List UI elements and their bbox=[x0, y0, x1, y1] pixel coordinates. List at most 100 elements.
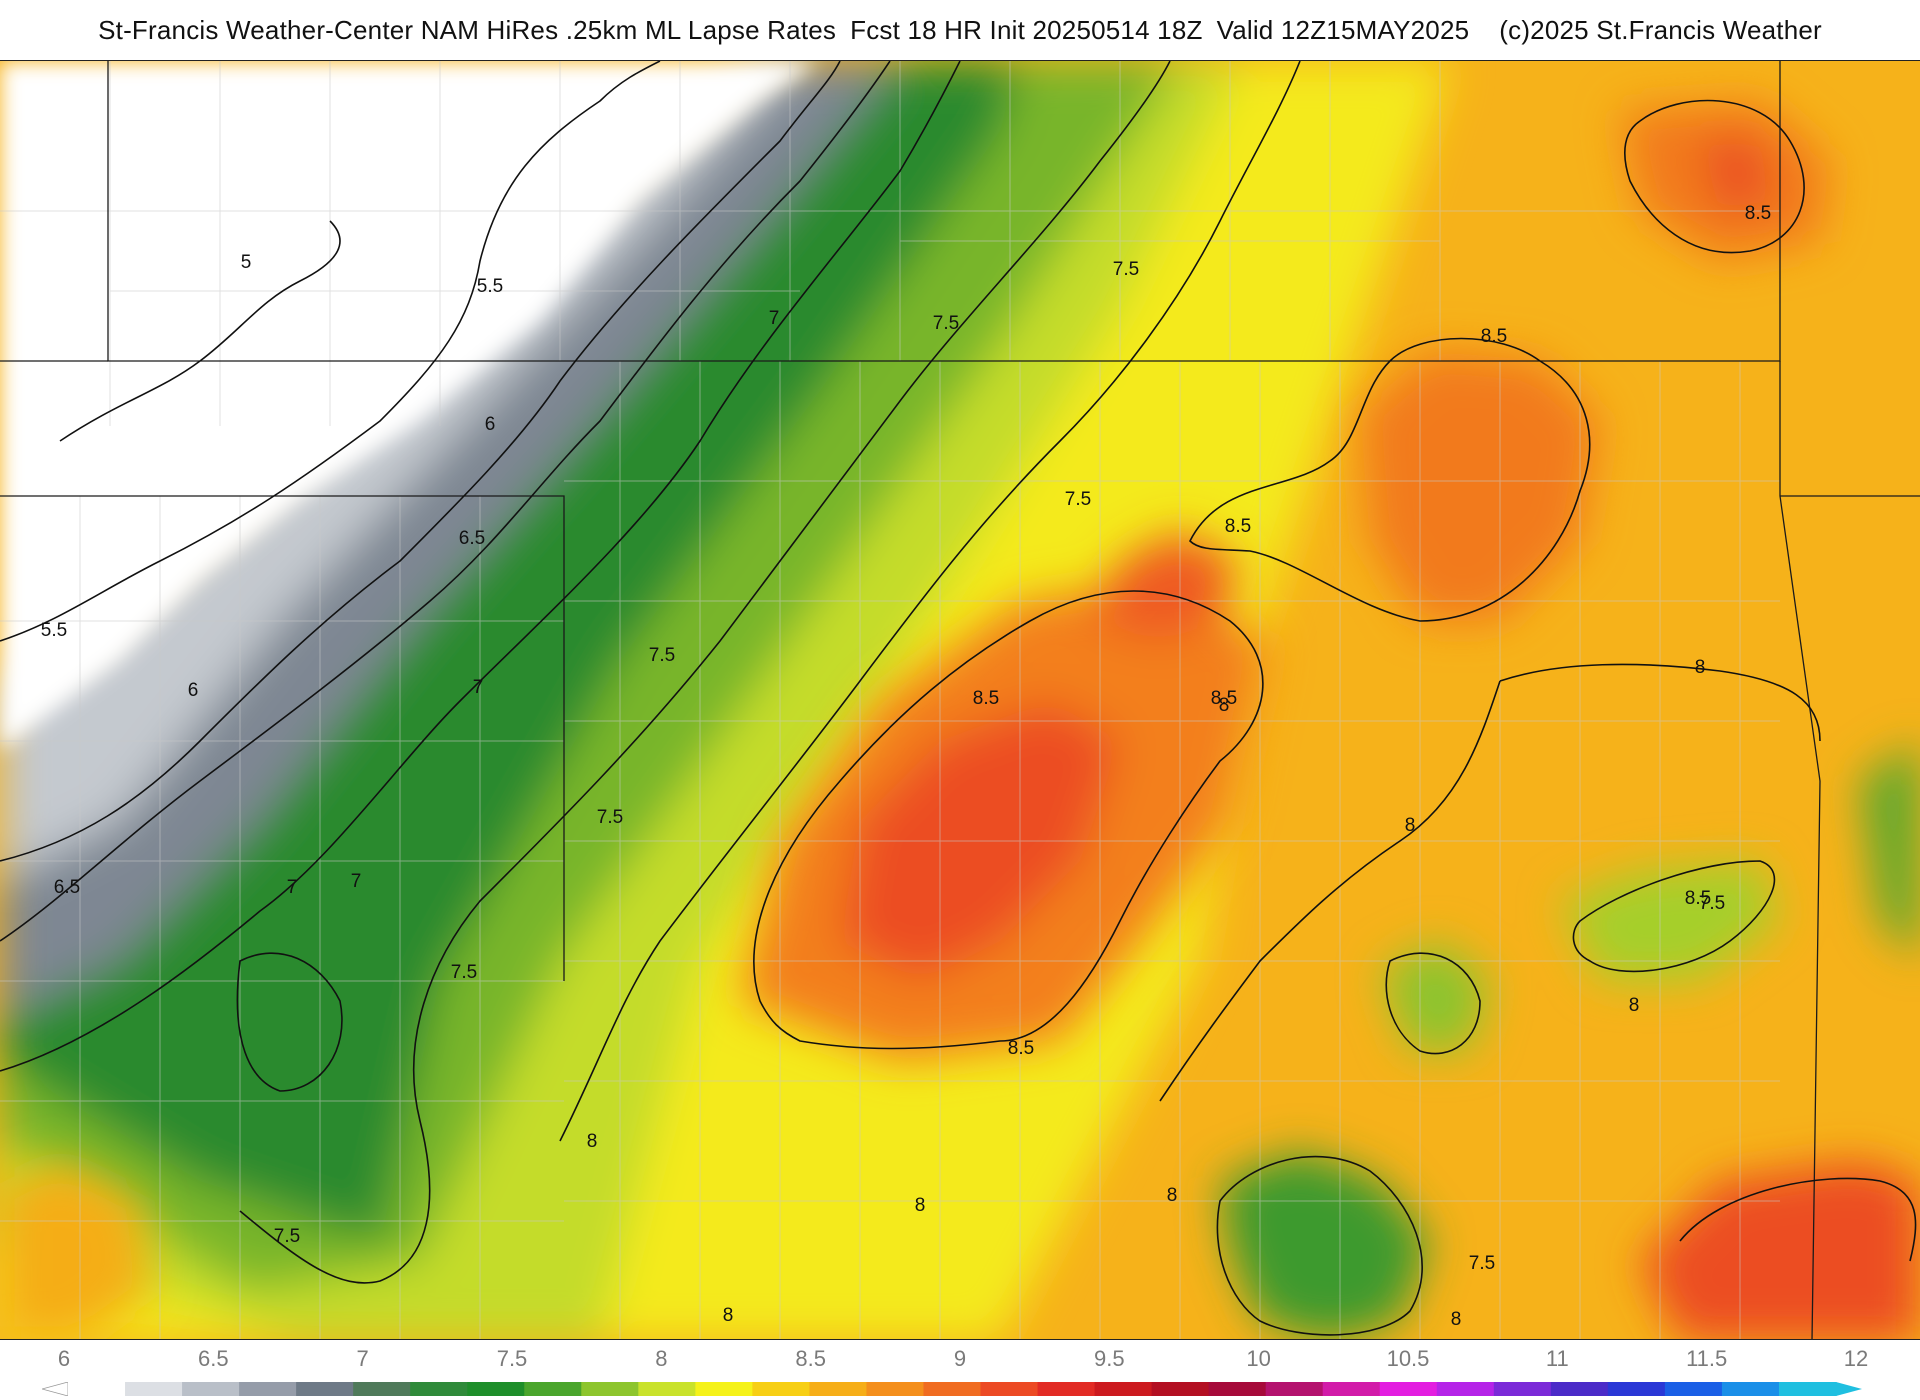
title-forecast: Fcst 18 HR Init 20250514 18Z bbox=[850, 14, 1203, 45]
contour-label: 7 bbox=[287, 877, 298, 898]
contour-label: 8 bbox=[587, 1131, 598, 1152]
contour-label: 7.5 bbox=[933, 313, 959, 334]
legend-swatch bbox=[980, 1382, 1039, 1396]
contour-lines bbox=[0, 61, 1917, 1336]
contour-label: 5.5 bbox=[41, 620, 67, 641]
legend-swatch bbox=[581, 1382, 639, 1396]
legend-tick-label: 10 bbox=[1246, 1346, 1271, 1371]
contour-label: 7.5 bbox=[1113, 259, 1139, 280]
field-east-lime bbox=[1560, 861, 1780, 981]
contour-label: 8 bbox=[915, 1195, 926, 1216]
contour-7-5-south bbox=[1216, 1155, 1423, 1336]
field-sw-orange bbox=[0, 1161, 150, 1339]
legend-tick-label: 11 bbox=[1545, 1346, 1569, 1371]
contour-label: 7.5 bbox=[1469, 1253, 1495, 1274]
legend-swatch bbox=[866, 1382, 925, 1396]
legend-swatch bbox=[1607, 1382, 1666, 1396]
contour-label: 7.5 bbox=[1699, 893, 1725, 914]
contour-label: 7 bbox=[769, 308, 780, 329]
legend-swatch bbox=[752, 1382, 811, 1396]
state-boundaries bbox=[0, 61, 1920, 1339]
legend-swatch bbox=[1265, 1382, 1324, 1396]
contour-8-5-far-ne bbox=[1624, 99, 1805, 254]
contour-labels: 5 5.5 5.5 6 6 6.5 6.5 7 7 7 7 7.5 7.5 7.… bbox=[41, 203, 1771, 1330]
legend-tick-label: 6 bbox=[57, 1346, 71, 1371]
field-band-grey bbox=[0, 61, 900, 1021]
legend-swatch bbox=[182, 1382, 240, 1396]
contour-label: 8.5 bbox=[1008, 1038, 1034, 1059]
contour-label: 7.5 bbox=[597, 807, 623, 828]
field-east-green bbox=[1380, 941, 1490, 1051]
county-lines bbox=[0, 61, 1780, 1339]
title-product: St-Francis Weather-Center NAM HiRes .25k… bbox=[98, 14, 837, 45]
contour-label: 6 bbox=[485, 414, 496, 435]
field-far-ne-red bbox=[1700, 141, 1770, 211]
contour-label: 8.5 bbox=[973, 688, 999, 709]
field-east-edge-green bbox=[1860, 741, 1920, 961]
legend-tick-label: 9.5 bbox=[1094, 1346, 1125, 1371]
legend-swatch bbox=[68, 1382, 126, 1396]
contour-label: 8 bbox=[1405, 815, 1416, 836]
legend-swatch bbox=[1094, 1382, 1153, 1396]
legend-swatch bbox=[1721, 1382, 1780, 1396]
contour-label: 8 bbox=[1629, 995, 1640, 1016]
legend-tick-label: 9 bbox=[953, 1346, 967, 1371]
contour-8-5-se bbox=[1679, 1177, 1917, 1262]
contour-label: 8 bbox=[1167, 1185, 1178, 1206]
legend-swatch bbox=[410, 1382, 468, 1396]
legend-tick-label: 7 bbox=[356, 1346, 369, 1371]
contour-label: 8.5 bbox=[1225, 516, 1251, 537]
contour-label: 7.5 bbox=[274, 1226, 300, 1247]
contour-7 bbox=[0, 61, 961, 1072]
contour-label: 8 bbox=[1695, 657, 1706, 678]
legend-swatch bbox=[1151, 1382, 1210, 1396]
legend-swatch bbox=[239, 1382, 297, 1396]
legend-swatch bbox=[1379, 1382, 1438, 1396]
field-se-red bbox=[1640, 1161, 1920, 1339]
legend-colorbar bbox=[42, 1382, 1862, 1396]
lapse-rate-map: 5 5.5 5.5 6 6 6.5 6.5 7 7 7 7 7.5 7.5 7.… bbox=[0, 60, 1920, 1340]
contour-label: 8 bbox=[1219, 695, 1230, 716]
contour-label: 7.5 bbox=[649, 645, 675, 666]
title-copyright: (c)2025 St.Francis Weather bbox=[1499, 14, 1822, 45]
state-line-west bbox=[0, 495, 565, 981]
legend-tick-label: 10.5 bbox=[1386, 1346, 1430, 1371]
contour-6-5 bbox=[0, 61, 891, 942]
legend-swatch bbox=[809, 1382, 868, 1396]
legend-swatch bbox=[1550, 1382, 1609, 1396]
contour-label: 8.5 bbox=[1211, 688, 1237, 709]
contour-8 bbox=[559, 61, 1301, 1142]
legend-swatch bbox=[296, 1382, 354, 1396]
legend-tick-label: 6.5 bbox=[198, 1346, 229, 1371]
title-valid: Valid 12Z15MAY2025 bbox=[1216, 14, 1470, 45]
legend-swatch bbox=[695, 1382, 753, 1396]
contour-7-5-east bbox=[1572, 860, 1776, 973]
contour-label: 8.5 bbox=[1481, 326, 1507, 347]
contour-label: 8 bbox=[1451, 1309, 1462, 1330]
legend-swatch bbox=[353, 1382, 411, 1396]
contour-5 bbox=[59, 220, 341, 442]
state-line-east bbox=[1779, 361, 1821, 1339]
legend-tick-label: 12 bbox=[1843, 1346, 1869, 1371]
contour-label: 8.5 bbox=[1745, 203, 1771, 224]
contour-5-5 bbox=[0, 61, 661, 642]
color-legend: 6 6.5 7 7.5 8 8.5 9 9.5 10 10.5 11 11.5 12 bbox=[0, 1340, 1920, 1400]
legend-arrow-max bbox=[1836, 1382, 1862, 1396]
legend-swatch bbox=[638, 1382, 696, 1396]
contour-label: 7 bbox=[351, 871, 362, 892]
contour-label: 5.5 bbox=[477, 276, 503, 297]
contour-label: 8.5 bbox=[1685, 888, 1711, 909]
contour-label: 6.5 bbox=[54, 877, 80, 898]
contour-7-5-east-2 bbox=[1385, 952, 1481, 1055]
state-line-north bbox=[107, 61, 1781, 362]
contour-label: 8 bbox=[723, 1305, 734, 1326]
contour-label: 5 bbox=[241, 252, 252, 273]
shaded-field bbox=[0, 61, 1920, 1339]
contour-8-5-ne bbox=[1189, 337, 1591, 622]
legend-swatch bbox=[467, 1382, 525, 1396]
contour-7-5 bbox=[239, 61, 1171, 1284]
field-core-red-2 bbox=[1090, 531, 1240, 641]
legend-swatch bbox=[1322, 1382, 1381, 1396]
contour-8-5-central bbox=[753, 590, 1264, 1050]
legend-swatch bbox=[1037, 1382, 1096, 1396]
